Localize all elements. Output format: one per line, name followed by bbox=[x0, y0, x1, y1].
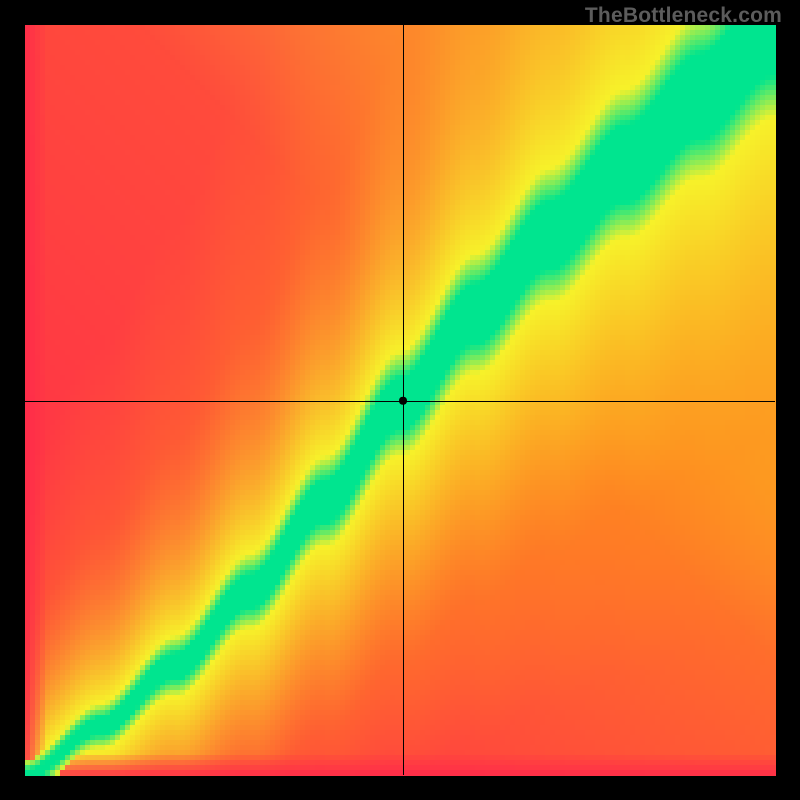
bottleneck-heatmap bbox=[0, 0, 800, 800]
watermark-text: TheBottleneck.com bbox=[585, 4, 782, 28]
